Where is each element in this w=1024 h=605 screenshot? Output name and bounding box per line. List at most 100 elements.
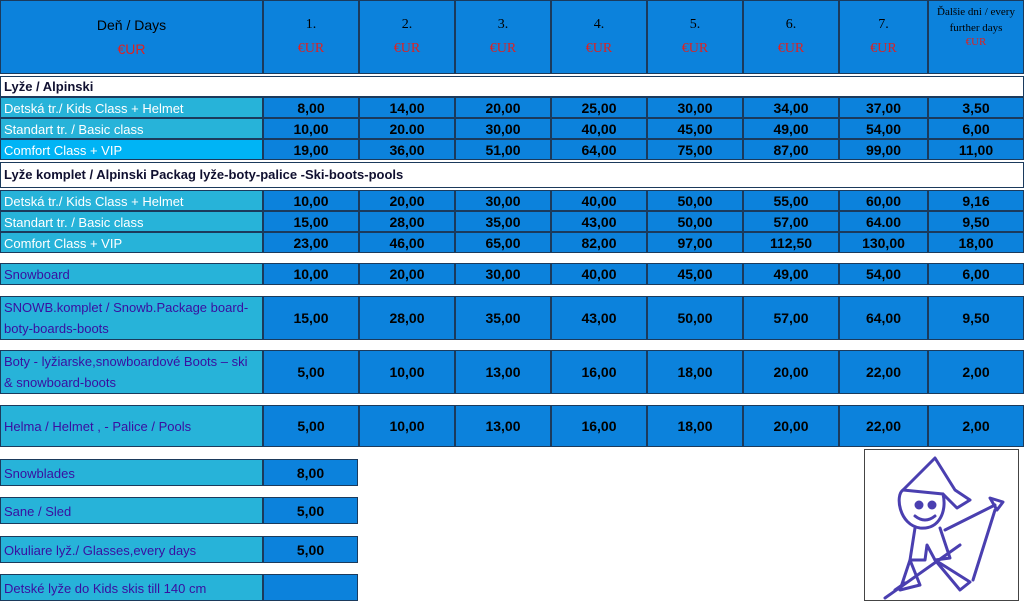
single-row-price: 18,00 [677, 363, 713, 380]
alpine-row-price-cell: 99,00 [839, 139, 928, 160]
single-row-price-cell: 30,00 [455, 263, 551, 285]
alpine-row-price: 64,00 [581, 142, 617, 158]
header-day-number: 5. [689, 17, 701, 32]
package-row-price: 50,00 [677, 193, 713, 209]
single-row-label: Helma / Helmet , - Palice / Pools [4, 418, 192, 434]
single-row-price-cell: 13,00 [455, 405, 551, 447]
alpine-row-price-cell: 30,00 [647, 97, 743, 118]
single-row-price: 13,00 [485, 417, 521, 434]
extra-row-price-cell: 8,00 [263, 459, 358, 486]
package-row-price-cell: 9,50 [928, 211, 1024, 232]
alpine-row-price-cell: 10,00 [263, 118, 359, 139]
single-row-price: 20,00 [773, 417, 809, 434]
package-row-price: 43,00 [581, 214, 617, 230]
package-row-price-cell: 10,00 [263, 190, 359, 211]
extra-row-price-cell: 5,00 [263, 497, 358, 524]
header-day-5: 5. €UR [647, 0, 743, 74]
alpine-row-price-cell: 75,00 [647, 139, 743, 160]
package-row-price: 20,00 [389, 193, 425, 209]
package-row-price: 28,00 [389, 214, 425, 230]
single-row-price: 2,00 [962, 417, 990, 434]
alpine-row-label: Detská tr./ Kids Class + Helmet [4, 101, 184, 116]
alpine-row-price-cell: 11,00 [928, 139, 1024, 160]
single-row-label: SNOWB.komplet / Snowb.Package board-boty… [4, 300, 249, 336]
single-row-price: 40,00 [581, 265, 617, 282]
single-row-price-cell: 28,00 [359, 296, 455, 340]
alpine-row-price: 51,00 [485, 142, 521, 158]
single-row-price-cell: 35,00 [455, 296, 551, 340]
header-day-6: 6. €UR [743, 0, 839, 74]
header-day-currency: €UR [489, 41, 517, 56]
package-row-price-cell: 43,00 [551, 211, 647, 232]
alpine-row-price: 6,00 [962, 121, 990, 137]
alpine-row-price-cell: 45,00 [647, 118, 743, 139]
alpine-row-price: 54,00 [865, 121, 902, 137]
single-row-price-cell: 10,00 [359, 350, 455, 394]
header-day-1: 1. €UR [263, 0, 359, 74]
extra-row-price-cell: 5,00 [263, 536, 358, 563]
extra-row-label-cell: Sane / Sled [0, 497, 263, 524]
header-further-label: Ďalšie dni / every further days [937, 6, 1015, 34]
header-day-number: 7. [878, 17, 889, 32]
header-day-currency: €UR [870, 41, 897, 56]
alpine-row-price: 19,00 [293, 142, 329, 158]
single-row-price-cell: 45,00 [647, 263, 743, 285]
package-row-price: 40,00 [581, 193, 617, 209]
extra-row-label-cell: Okuliare lyž./ Glasses,every days [0, 536, 263, 563]
alpine-row-price: 40,00 [581, 121, 617, 137]
single-row-price: 54,00 [865, 265, 902, 282]
single-row-price: 64,00 [865, 309, 902, 326]
single-row-price-cell: 5,00 [263, 350, 359, 394]
header-further-cell: Ďalšie dni / every further days €UR [928, 0, 1024, 74]
package-row-price-cell: 50,00 [647, 211, 743, 232]
alpine-row-price: 87,00 [773, 142, 809, 158]
package-row-price: 46,00 [389, 235, 425, 251]
package-row-price-cell: 18,00 [928, 232, 1024, 253]
header-day-currency: €UR [297, 41, 325, 56]
alpine-row-label-cell: Detská tr./ Kids Class + Helmet [0, 97, 263, 118]
header-day-number: 4. [593, 17, 605, 32]
single-row-price-cell: 16,00 [551, 405, 647, 447]
package-row-label-cell: Detská tr./ Kids Class + Helmet [0, 190, 263, 211]
single-row-price: 43,00 [581, 309, 617, 326]
single-row-price-cell: 54,00 [839, 263, 928, 285]
alpine-row-price: 8,00 [297, 100, 325, 116]
alpine-row-price-cell: 19,00 [263, 139, 359, 160]
header-day-number: 2. [401, 17, 413, 32]
single-row-price-cell: 64,00 [839, 296, 928, 340]
extra-row-label-cell: Snowblades [0, 459, 263, 486]
alpine-row-price-cell: 49,00 [743, 118, 839, 139]
single-row-label-cell: SNOWB.komplet / Snowb.Package board-boty… [0, 296, 263, 340]
alpine-row-price: 45,00 [677, 121, 713, 137]
header-day-number: 3. [497, 17, 509, 32]
header-day-currency: €UR [393, 41, 421, 56]
header-currency: €UR [117, 41, 146, 57]
package-row-price-cell: 46,00 [359, 232, 455, 253]
alpine-row-price: 30,00 [677, 100, 713, 116]
package-row-price-cell: 30,00 [455, 190, 551, 211]
package-row-price-cell: 64.00 [839, 211, 928, 232]
single-row-price: 16,00 [581, 417, 617, 434]
single-row-price: 30,00 [485, 265, 521, 282]
single-row-price: 10,00 [389, 363, 425, 380]
single-row-price-cell: 2,00 [928, 405, 1024, 447]
package-row-price: 18,00 [958, 235, 994, 251]
package-row-price-cell: 20,00 [359, 190, 455, 211]
single-row-label-cell: Helma / Helmet , - Palice / Pools [0, 405, 263, 447]
alpine-row-price-cell: 37,00 [839, 97, 928, 118]
single-row-price-cell: 40,00 [551, 263, 647, 285]
single-row-label: Snowboard [4, 266, 70, 282]
single-row-price-cell: 22,00 [839, 405, 928, 447]
alpine-row-label-cell: Standart tr. / Basic class [0, 118, 263, 139]
header-day-number: 1. [305, 17, 317, 32]
alpine-row-price-cell: 25,00 [551, 97, 647, 118]
alpine-row-price-cell: 51,00 [455, 139, 551, 160]
single-row-price: 28,00 [389, 309, 425, 326]
single-row-price: 15,00 [293, 309, 329, 326]
alpine-row-price-cell: 40,00 [551, 118, 647, 139]
single-row-price: 16,00 [581, 363, 617, 380]
package-row-price-cell: 15,00 [263, 211, 359, 232]
alpine-row-price: 75,00 [677, 142, 713, 158]
single-row-price: 50,00 [677, 309, 713, 326]
single-row-price-cell: 20,00 [743, 405, 839, 447]
